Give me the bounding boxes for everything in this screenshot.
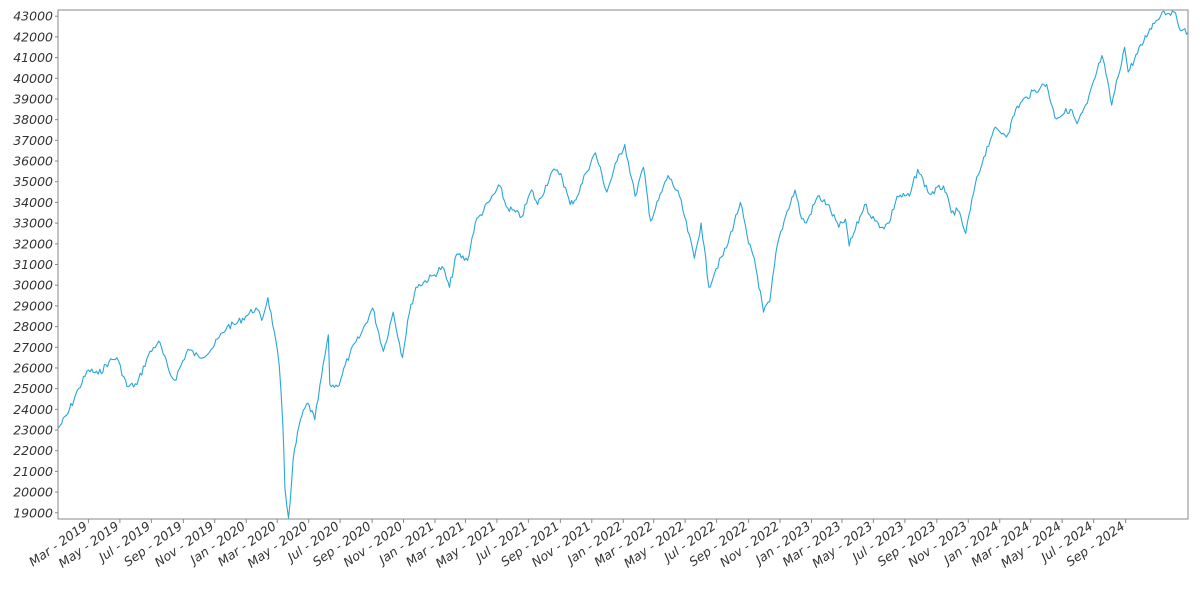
y-tick-label: 22000 [13,443,53,458]
y-tick-label: 43000 [13,9,53,24]
y-tick-label: 32000 [13,236,53,251]
y-tick-label: 38000 [13,112,53,127]
y-tick-label: 40000 [13,71,53,86]
y-tick-label: 26000 [13,360,53,375]
y-tick-label: 20000 [13,485,53,500]
y-tick-label: 39000 [13,91,53,106]
y-tick-label: 25000 [13,381,53,396]
y-tick-label: 21000 [13,464,53,479]
y-tick-label: 30000 [13,278,53,293]
y-tick-label: 27000 [13,340,53,355]
y-tick-label: 24000 [13,402,53,417]
y-tick-label: 33000 [13,216,53,231]
series-line [58,10,1189,519]
y-tick-label: 42000 [13,29,53,44]
y-tick-label: 35000 [13,174,53,189]
plot-frame [57,9,1189,520]
y-tick-label: 41000 [13,50,53,65]
y-tick-label: 31000 [13,257,53,272]
y-tick-label: 29000 [13,298,53,313]
y-tick-label: 28000 [13,319,53,334]
y-axis: 19000 20000 21000 22000 23000 24000 25000 26000… [13,9,58,520]
y-tick-label: 19000 [13,505,53,520]
y-tick-label: 36000 [13,154,53,169]
y-tick-label: 23000 [13,423,53,438]
y-tick-label: 34000 [13,195,53,210]
y-tick-label: 37000 [13,133,53,148]
